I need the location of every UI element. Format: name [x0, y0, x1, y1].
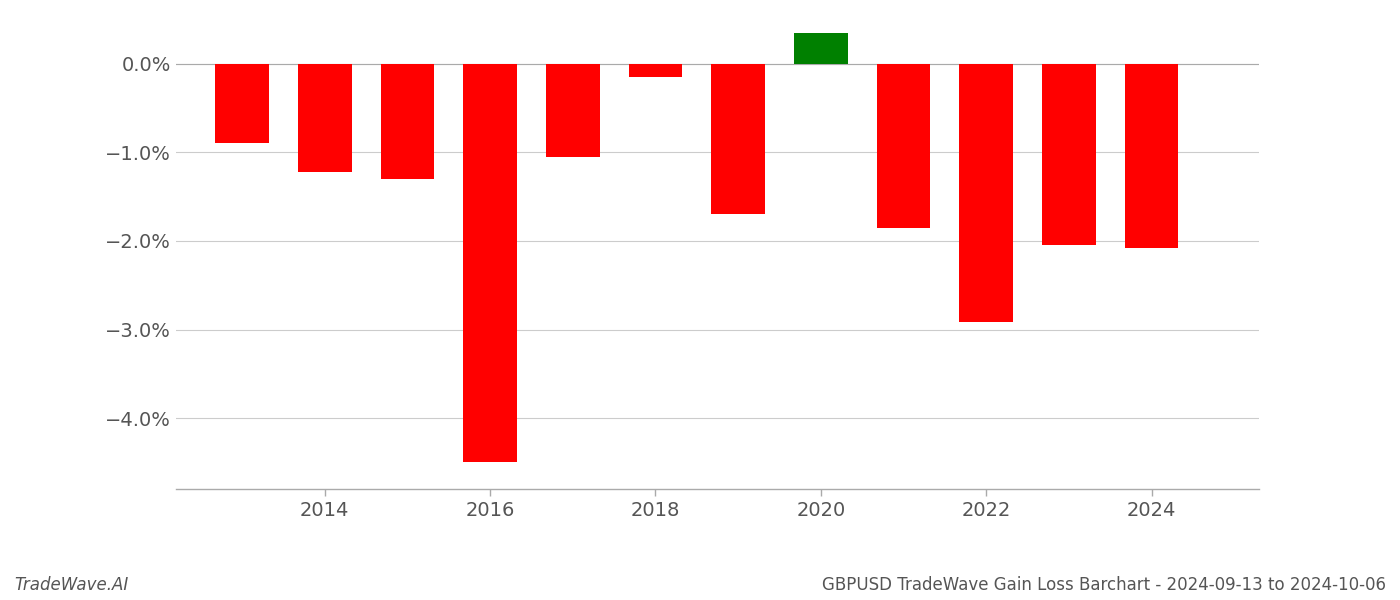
- Bar: [711, 64, 764, 214]
- Text: TradeWave.AI: TradeWave.AI: [14, 576, 129, 594]
- Bar: [298, 64, 351, 172]
- Text: GBPUSD TradeWave Gain Loss Barchart - 2024-09-13 to 2024-10-06: GBPUSD TradeWave Gain Loss Barchart - 20…: [822, 576, 1386, 594]
- Bar: [629, 64, 682, 77]
- Bar: [1042, 64, 1096, 245]
- Bar: [876, 64, 931, 227]
- Bar: [381, 64, 434, 179]
- Bar: [546, 64, 599, 157]
- Bar: [216, 64, 269, 143]
- Bar: [959, 64, 1014, 322]
- Bar: [463, 64, 517, 463]
- Bar: [1124, 64, 1179, 248]
- Bar: [794, 33, 848, 64]
